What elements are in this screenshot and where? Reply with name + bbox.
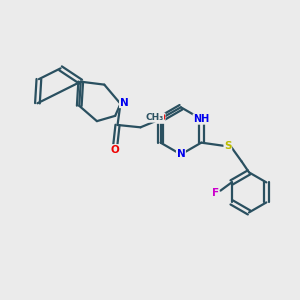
Text: NH: NH [193,114,209,124]
Text: S: S [224,141,232,151]
Text: N: N [120,98,128,108]
Text: F: F [212,188,219,198]
Text: CH₃: CH₃ [145,113,164,122]
Text: N: N [176,149,185,159]
Text: O: O [111,145,119,155]
Text: O: O [156,113,165,123]
